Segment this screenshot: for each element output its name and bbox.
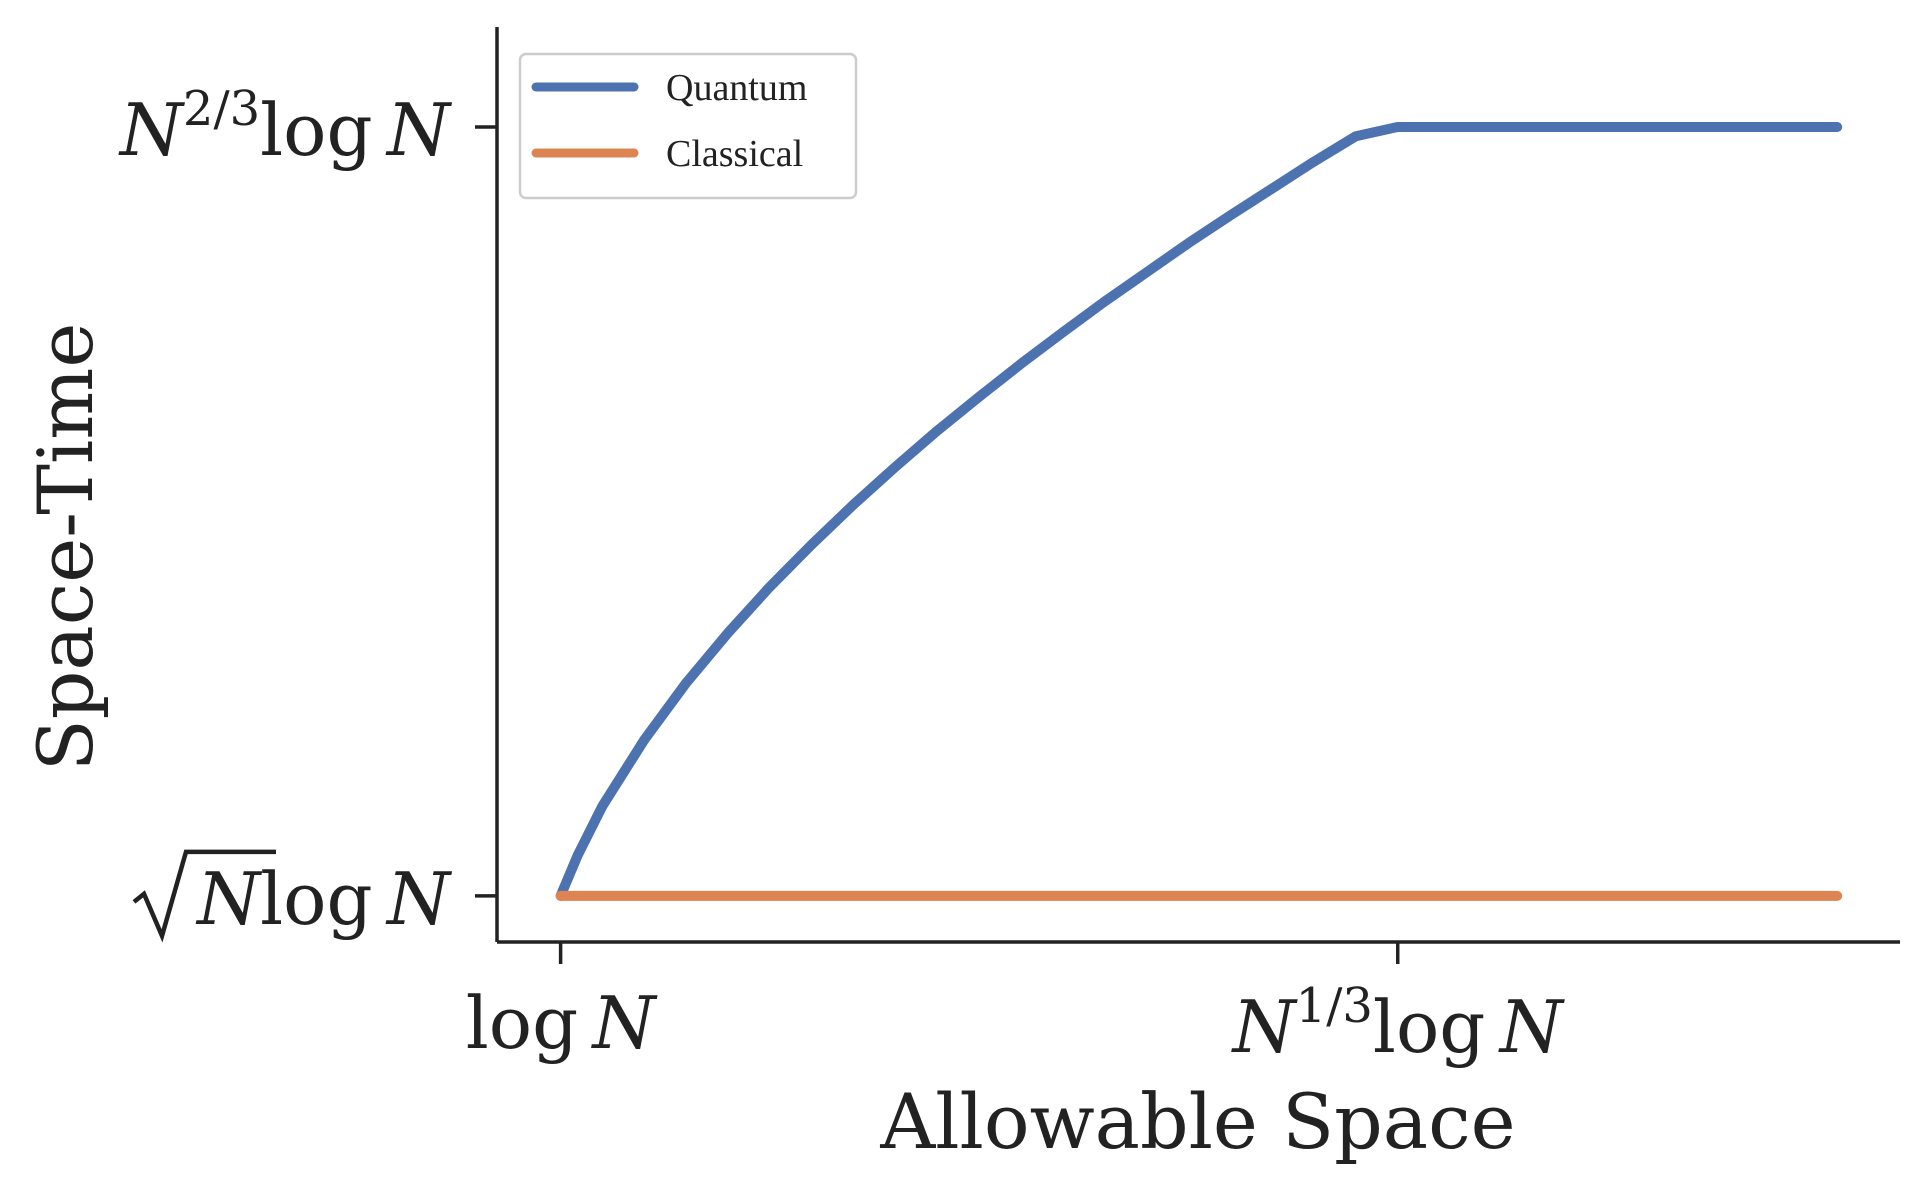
svg-text:Nlog N: Nlog N <box>195 857 453 941</box>
legend-label-classical: Classical <box>666 133 803 175</box>
series-layer <box>555 122 1843 901</box>
axis-ticks <box>475 125 1400 964</box>
series-line-quantum <box>555 122 1843 901</box>
x-tick-label-1: N1/3log N <box>1231 978 1566 1069</box>
y-axis-label: Space-Time <box>21 323 110 772</box>
sqrt-symbol <box>132 849 276 943</box>
x-tick-label-0: log N <box>466 981 659 1065</box>
legend-label-quantum: Quantum <box>666 67 807 109</box>
y-tick-label-1: N2/3log N <box>118 81 453 172</box>
legend: Quantum Classical <box>518 52 858 200</box>
y-tick-label-0: Nlog N <box>132 849 453 943</box>
axes-spines <box>495 27 1900 944</box>
tick-labels: log N N1/3log N N2/3log N Nlog N <box>118 81 1566 1069</box>
x-axis-label: Allowable Space <box>879 1077 1515 1166</box>
